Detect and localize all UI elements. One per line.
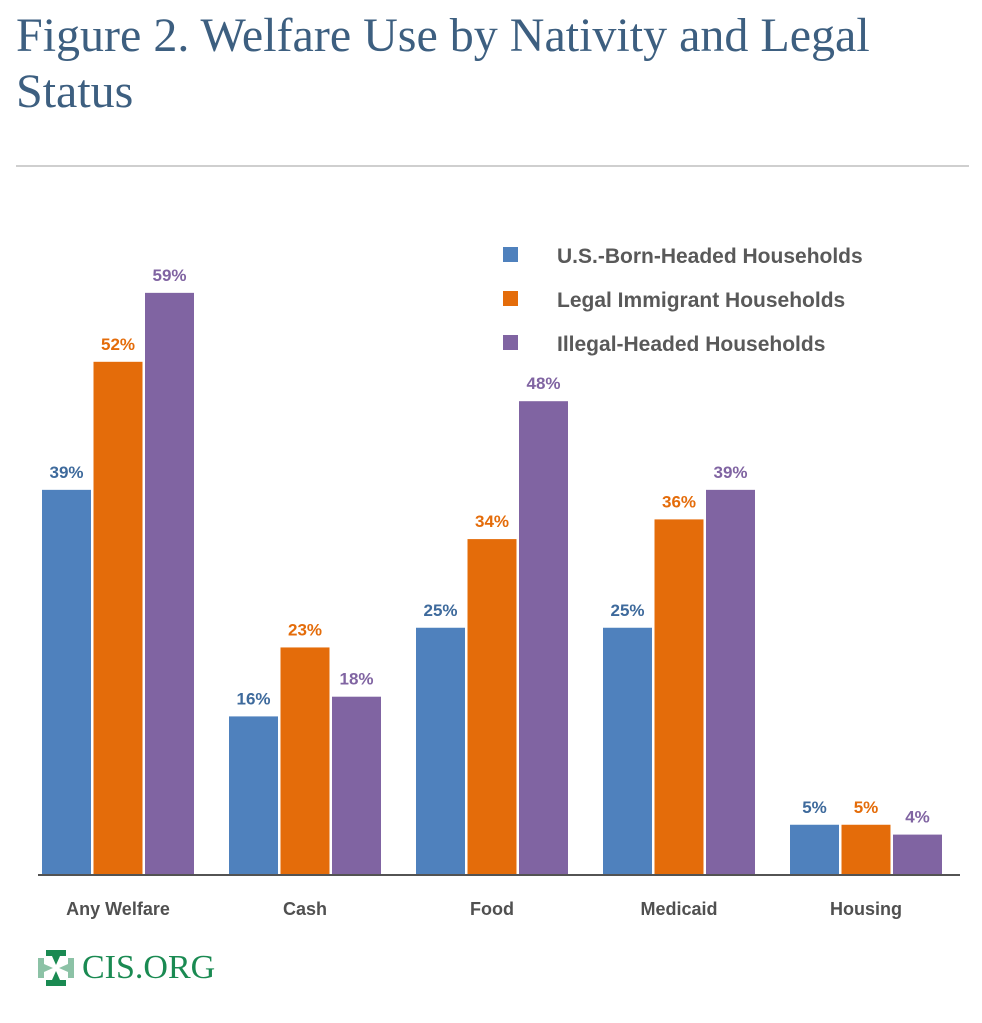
data-label: 25% [423, 601, 457, 620]
data-label: 23% [288, 620, 322, 639]
bar-food-legal-immigrant-households [467, 539, 517, 874]
bar-medicaid-illegal-headed-households [706, 489, 755, 874]
legend-swatch-u-s-born-headed-households [503, 247, 518, 262]
data-label: 59% [152, 266, 186, 285]
bar-housing-legal-immigrant-households [841, 824, 891, 874]
category-label-food: Food [470, 899, 514, 919]
cis-logo[interactable]: CIS.ORG [36, 948, 215, 988]
category-label-medicaid: Medicaid [640, 899, 717, 919]
title-divider [16, 165, 969, 167]
data-label: 25% [610, 601, 644, 620]
data-labels-layer: 39% 52% 59% 16% 23% 18% 25% 34% 48% 25% 36% 39% 5% 5%… [49, 266, 929, 827]
data-label: 39% [713, 463, 747, 482]
bar-food-u-s-born-headed-households [416, 627, 465, 874]
bar-cash-u-s-born-headed-households [229, 716, 278, 874]
data-label: 16% [236, 689, 270, 708]
legend-swatch-legal-immigrant-households [503, 291, 518, 306]
bar-cash-legal-immigrant-households [280, 647, 330, 874]
chart-title: Figure 2. Welfare Use by Nativity and Le… [16, 9, 870, 118]
data-label: 34% [475, 512, 509, 531]
category-label-housing: Housing [830, 899, 902, 919]
bar-any-welfare-u-s-born-headed-households [42, 489, 91, 874]
bar-housing-illegal-headed-households [893, 834, 942, 874]
bar-medicaid-legal-immigrant-households [654, 519, 704, 874]
bar-food-illegal-headed-households [519, 401, 568, 874]
data-label: 48% [526, 374, 560, 393]
legend-label-legal-immigrant-households: Legal Immigrant Households [557, 289, 845, 312]
legend-label-illegal-headed-households: Illegal-Headed Households [557, 333, 825, 356]
bars-layer [42, 292, 942, 875]
data-label: 52% [101, 335, 135, 354]
data-label: 4% [905, 808, 930, 827]
data-label: 18% [339, 670, 373, 689]
bar-medicaid-u-s-born-headed-households [603, 627, 652, 874]
bar-any-welfare-legal-immigrant-households [93, 361, 143, 874]
category-labels-layer: Any Welfare Cash Food Medicaid Housing [66, 899, 902, 919]
bar-housing-u-s-born-headed-households [790, 824, 839, 874]
logo-text: CIS.ORG [82, 949, 216, 986]
legend-label-u-s-born-headed-households: U.S.-Born-Headed Households [557, 245, 863, 268]
data-label: 39% [49, 463, 83, 482]
bar-any-welfare-illegal-headed-households [145, 292, 194, 875]
bar-cash-illegal-headed-households [332, 696, 381, 874]
legend-swatch-illegal-headed-households [503, 335, 518, 350]
cis-cross-icon [38, 950, 74, 986]
category-label-cash: Cash [283, 899, 327, 919]
data-label: 5% [854, 798, 879, 817]
legend: U.S.-Born-Headed Households Legal Immigra… [503, 245, 863, 356]
data-label: 5% [802, 798, 827, 817]
data-label: 36% [662, 492, 696, 511]
category-label-any-welfare: Any Welfare [66, 899, 170, 919]
